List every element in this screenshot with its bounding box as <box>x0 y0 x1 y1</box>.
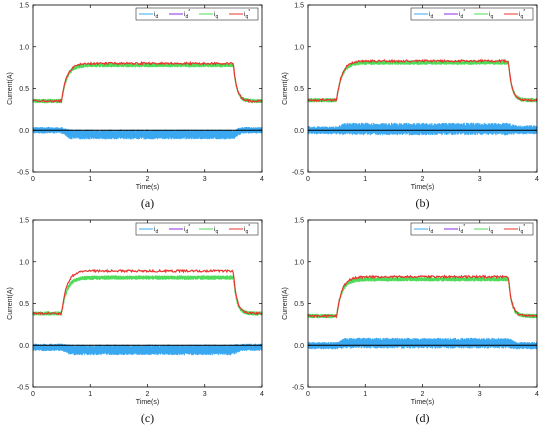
panel-caption: (c) <box>141 411 154 425</box>
y-tick-label: 0.5 <box>294 301 304 308</box>
series-iq <box>32 62 263 104</box>
legend-box <box>135 7 259 21</box>
y-tick-label: 0.5 <box>19 301 29 308</box>
legend-item-id-label: id <box>154 226 158 235</box>
x-tick-label: 1 <box>88 176 92 183</box>
x-tick-label: 0 <box>31 391 35 398</box>
y-tick-label: 1.5 <box>19 218 29 225</box>
y-axis-title: Current(A) <box>282 72 289 105</box>
legend: id id* iq iq* <box>135 222 259 236</box>
legend-item-iq-label: iq <box>489 11 493 20</box>
x-tick-label: 0 <box>306 176 310 183</box>
legend: id id* iq iq* <box>410 7 534 21</box>
y-tick-label: 0.5 <box>294 86 304 93</box>
y-tick-label: 1.0 <box>294 44 304 51</box>
series-id <box>32 126 263 140</box>
y-tick-label: 1.0 <box>294 259 304 266</box>
y-axis-title: Current(A) <box>7 72 14 105</box>
x-axis-title: Time(s) <box>136 184 159 191</box>
y-tick-label: 0.0 <box>19 343 29 350</box>
x-axis-title: Time(s) <box>136 399 159 406</box>
y-tick-label: 0.0 <box>19 128 29 135</box>
x-tick-label: 1 <box>363 391 367 398</box>
plot-frame <box>32 4 263 173</box>
x-tick-label: 2 <box>421 176 425 183</box>
x-axis-title: Time(s) <box>411 399 434 406</box>
chart-panel-b: 0 1 2 3 4 -0.5 0.0 0.5 1.0 1.5 Time(s) Current(A) id… <box>282 3 539 211</box>
x-tick-label: 4 <box>260 391 264 398</box>
legend-box <box>410 7 534 21</box>
plot-frame <box>32 219 263 388</box>
y-tick-label: 0.0 <box>294 128 304 135</box>
legend-item-iq-ref-label: iq* <box>244 9 250 20</box>
y-tick-label: -0.5 <box>17 170 29 177</box>
x-tick-label: 2 <box>146 176 150 183</box>
y-axis-title: Current(A) <box>282 287 289 320</box>
legend-item-iq-ref-label: iq* <box>519 9 525 20</box>
legend: id id* iq iq* <box>135 7 259 21</box>
y-tick-label: 0.5 <box>19 86 29 93</box>
x-tick-label: 4 <box>260 176 264 183</box>
y-tick-label: 1.5 <box>294 3 304 10</box>
x-tick-label: 0 <box>306 391 310 398</box>
y-tick-label: 1.0 <box>19 44 29 51</box>
legend-item-id-ref-label: id* <box>459 9 465 20</box>
plot-frame <box>307 4 538 173</box>
legend-item-iq-label: iq <box>489 226 493 235</box>
panel-caption: (d) <box>416 411 430 425</box>
legend-box <box>135 222 259 236</box>
legend-item-id-ref-label: id* <box>184 9 190 20</box>
y-tick-label: 1.5 <box>294 218 304 225</box>
legend-item-iq-ref-label: iq* <box>519 224 525 235</box>
series-iq-ref <box>307 58 538 103</box>
panel-caption: (a) <box>141 196 154 210</box>
legend-box <box>410 222 534 236</box>
chart-panel-a: 0 1 2 3 4 -0.5 0.0 0.5 1.0 1.5 Time(s) Current(A) id… <box>7 3 264 211</box>
x-tick-label: 0 <box>31 176 35 183</box>
series-iq-ref <box>32 60 263 104</box>
y-tick-label: -0.5 <box>292 385 304 392</box>
x-tick-label: 4 <box>535 391 539 398</box>
legend-item-id-ref-label: id* <box>184 224 190 235</box>
x-tick-label: 1 <box>88 391 92 398</box>
y-tick-label: 1.5 <box>19 3 29 10</box>
x-tick-label: 3 <box>203 176 207 183</box>
legend-item-iq-label: iq <box>214 11 218 20</box>
series-iq <box>32 275 263 316</box>
x-axis-title: Time(s) <box>411 184 434 191</box>
series-id-band <box>307 337 538 350</box>
x-tick-label: 4 <box>535 176 539 183</box>
y-tick-label: 1.0 <box>19 259 29 266</box>
y-tick-label: -0.5 <box>17 385 29 392</box>
x-tick-label: 2 <box>146 391 150 398</box>
chart-panel-d: 0 1 2 3 4 -0.5 0.0 0.5 1.0 1.5 Time(s) Current(A) id… <box>282 218 539 426</box>
y-tick-label: 0.0 <box>294 343 304 350</box>
plot-frame <box>307 219 538 388</box>
x-tick-label: 3 <box>203 391 207 398</box>
series-id-band <box>32 126 263 140</box>
series-iq-ref <box>307 274 538 319</box>
series-iq <box>307 60 538 103</box>
legend-item-id-label: id <box>429 11 433 20</box>
series-id <box>307 122 538 136</box>
series-iq-ref <box>32 268 263 316</box>
legend-item-id-label: id <box>154 11 158 20</box>
x-tick-label: 1 <box>363 176 367 183</box>
series-id <box>307 337 538 350</box>
x-tick-label: 3 <box>478 176 482 183</box>
panel-caption: (b) <box>416 196 430 210</box>
legend-item-id-ref-label: id* <box>459 224 465 235</box>
x-tick-label: 2 <box>421 391 425 398</box>
series-iq <box>307 277 538 319</box>
legend-item-iq-ref-label: iq* <box>244 224 250 235</box>
series-id-band <box>307 122 538 136</box>
legend-item-id-label: id <box>429 226 433 235</box>
legend: id id* iq iq* <box>410 222 534 236</box>
x-tick-label: 3 <box>478 391 482 398</box>
y-tick-label: -0.5 <box>292 170 304 177</box>
legend-item-iq-label: iq <box>214 226 218 235</box>
y-axis-title: Current(A) <box>7 287 14 320</box>
chart-panel-c: 0 1 2 3 4 -0.5 0.0 0.5 1.0 1.5 Time(s) Current(A) id… <box>7 218 264 426</box>
